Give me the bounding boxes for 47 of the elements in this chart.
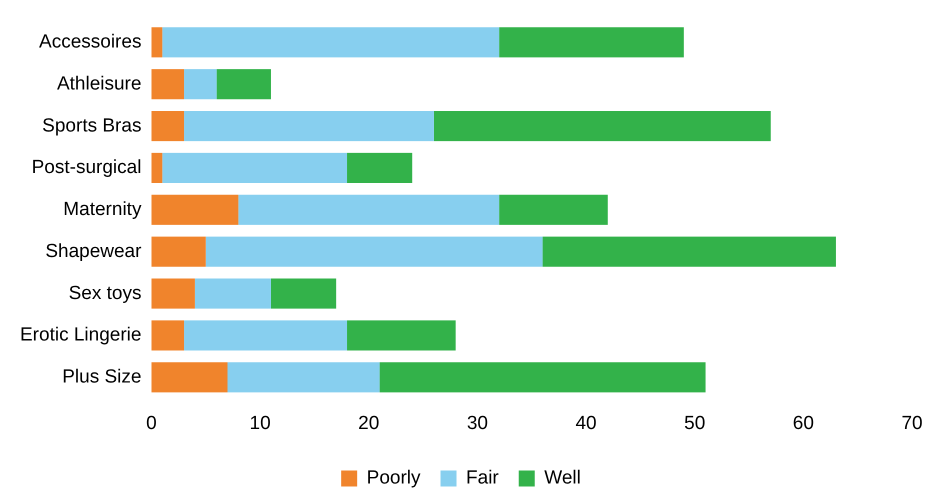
bar — [499, 194, 608, 225]
y-tick-label: Post-surgical — [32, 157, 142, 178]
x-tick-label: 20 — [358, 412, 380, 434]
bar — [151, 152, 162, 184]
x-tick-label: 30 — [466, 412, 488, 434]
x-tick-label: 60 — [792, 412, 814, 434]
bar — [434, 110, 771, 142]
bar — [151, 27, 162, 58]
y-tick-label: Accessoires — [39, 32, 142, 53]
bar — [542, 236, 836, 267]
bar — [347, 320, 456, 350]
bar — [184, 320, 348, 350]
bar — [151, 236, 206, 267]
bar — [499, 27, 684, 58]
bar — [380, 362, 706, 392]
y-tick-label: Erotic Lingerie — [20, 324, 142, 346]
bar — [206, 236, 543, 267]
legend-label: Poorly — [366, 468, 422, 489]
x-tick-label: 70 — [901, 412, 923, 434]
y-tick-label: Shapewear — [45, 240, 142, 262]
legend-label: Well — [544, 468, 581, 489]
bar — [151, 110, 184, 142]
legend-label: Fair — [466, 468, 500, 489]
y-tick-label: Sex toys — [68, 282, 142, 304]
x-tick-label: 50 — [684, 412, 706, 434]
bar — [151, 69, 184, 100]
bar — [151, 320, 184, 350]
bar — [347, 152, 412, 184]
x-tick-label: 0 — [146, 412, 157, 434]
bar — [228, 362, 380, 392]
y-tick-label: Sports Bras — [42, 115, 142, 136]
bar — [151, 362, 228, 392]
bar — [216, 69, 271, 100]
x-tick-label: 40 — [575, 412, 597, 434]
bar — [184, 110, 434, 142]
y-tick-label: Maternity — [63, 199, 142, 220]
bar — [162, 27, 500, 58]
bar — [151, 278, 195, 309]
bar — [162, 152, 348, 184]
y-tick-label: Athleisure — [56, 73, 142, 94]
x-tick-label: 10 — [250, 412, 271, 434]
y-tick-label: Plus Size — [62, 366, 142, 388]
bar — [238, 194, 500, 225]
bar — [151, 194, 238, 225]
bar — [270, 278, 336, 309]
bar — [184, 69, 217, 100]
bar — [194, 278, 271, 309]
